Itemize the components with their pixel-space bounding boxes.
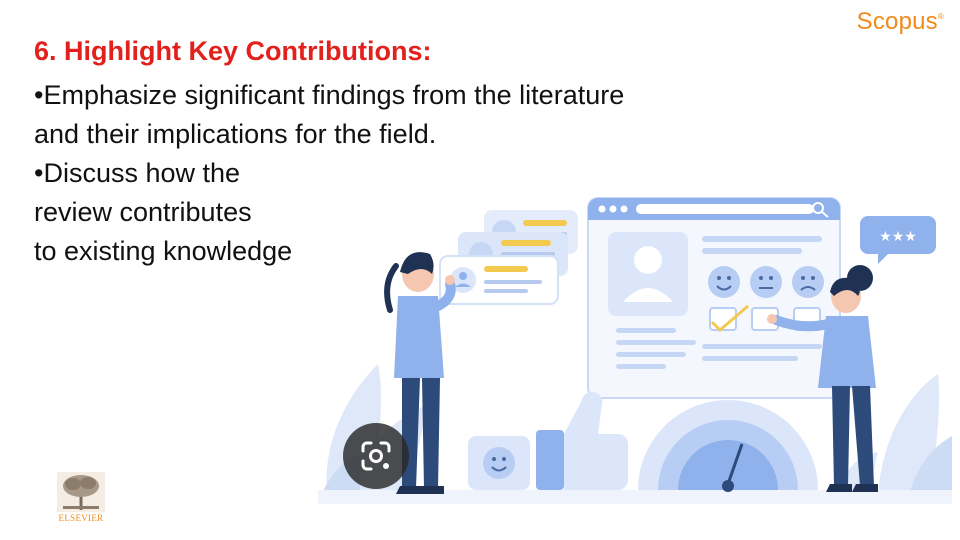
checkmark-icon (710, 304, 749, 333)
smiley-block-icon (468, 436, 530, 490)
elsevier-wordmark: ELSEVIER (58, 513, 104, 523)
review-illustration: ★★★ (318, 174, 952, 519)
elsevier-tree-icon (57, 472, 105, 512)
bullet-line: to existing knowledge (34, 236, 293, 266)
happy-face-icon (708, 266, 740, 298)
rating-stars: ★★★ (879, 229, 917, 245)
bullet-list: •Emphasize significant findings from the… (34, 76, 624, 271)
neutral-face-icon (750, 266, 782, 298)
registered-mark: ® (937, 12, 944, 21)
floor-line (318, 490, 952, 504)
thumbs-up-icon (536, 391, 628, 490)
browser-window (587, 197, 841, 399)
gauge-icon (638, 400, 818, 492)
bullet-line: and their implications for the field. (34, 119, 437, 149)
woman-figure-right (767, 265, 878, 492)
google-lens-button[interactable] (343, 423, 409, 489)
scopus-logo: Scopus® (857, 8, 944, 36)
elsevier-logo: ELSEVIER (52, 472, 110, 528)
rating-bubble: ★★★ (860, 216, 936, 264)
bullet-line: review contributes (34, 197, 252, 227)
google-lens-icon (361, 441, 391, 471)
bullet-line: •Emphasize significant findings from the… (34, 80, 625, 110)
scopus-logo-text: Scopus (856, 8, 938, 35)
bullet-line: •Discuss how the (34, 158, 241, 188)
sad-face-icon (792, 266, 824, 298)
review-card (439, 255, 559, 305)
slide-heading: 6. Highlight Key Contributions: (34, 36, 432, 66)
